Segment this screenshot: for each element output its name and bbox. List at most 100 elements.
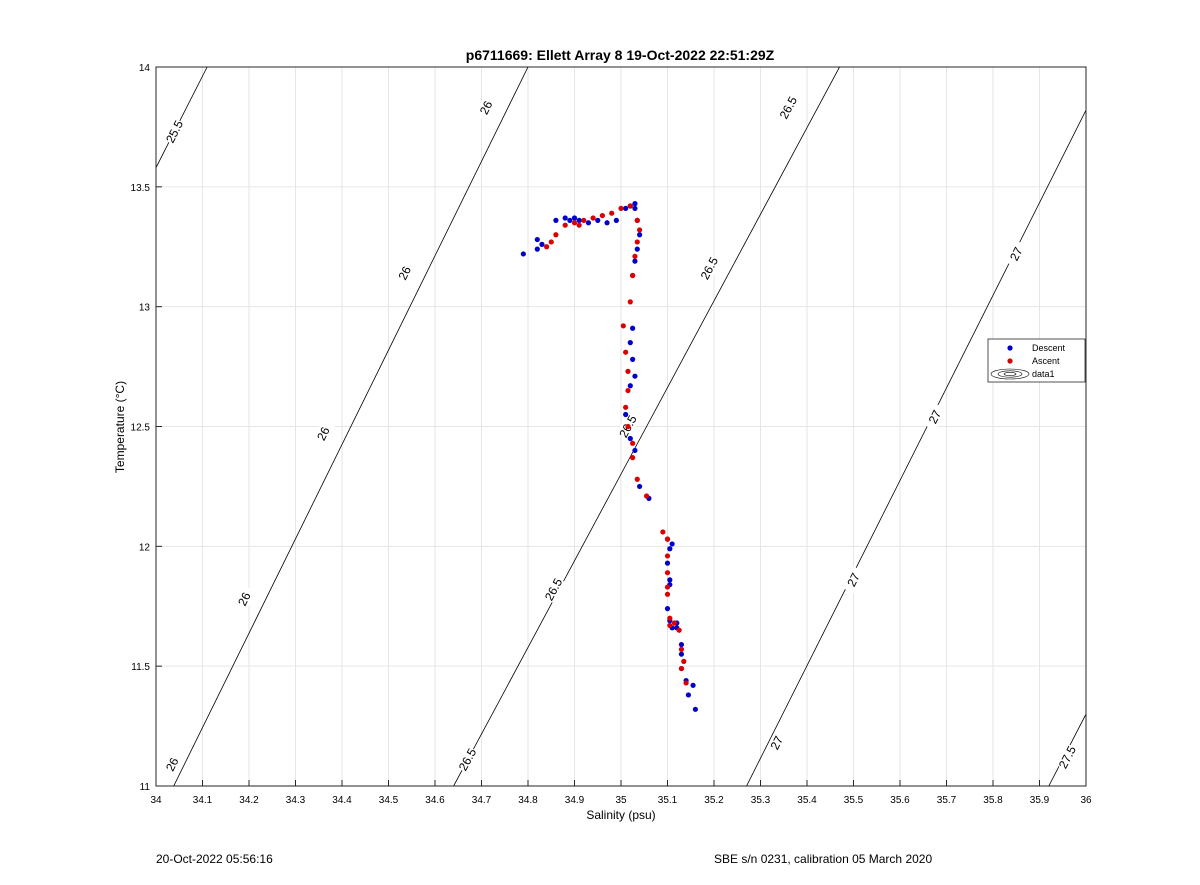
y-axis-label: Temperature (°C) <box>113 381 127 473</box>
contour-label-group: 26 <box>474 93 498 122</box>
contour-label-group: 27 <box>841 566 866 594</box>
x-tick-label: 34 <box>150 795 162 806</box>
contour-label: 26 <box>477 98 496 116</box>
y-tick-label: 12 <box>139 542 151 553</box>
contour-label-bg <box>1004 240 1028 268</box>
y-tick-label: 11 <box>140 782 151 793</box>
ascent-point <box>625 368 631 374</box>
ascent-point <box>678 665 685 672</box>
descent-point <box>627 383 633 389</box>
y-tick-label: 11.5 <box>131 662 150 673</box>
contour-label: 27 <box>926 408 945 427</box>
contour-label-bg <box>841 566 866 594</box>
x-tick-label: 34.6 <box>425 795 445 806</box>
descent-point <box>678 651 685 657</box>
descent-point <box>623 205 629 212</box>
descent-point <box>632 201 638 207</box>
descent-point <box>632 258 638 264</box>
descent-point <box>632 205 638 212</box>
ascent-point <box>553 232 559 238</box>
ascent-point <box>618 205 624 212</box>
ascent-point <box>632 253 638 259</box>
descent-point <box>664 606 671 612</box>
x-tick-label: 35.9 <box>1030 795 1050 806</box>
ascent-point <box>637 227 643 233</box>
contour-label: 26.5 <box>698 254 722 281</box>
x-tick-label: 34.7 <box>472 795 492 806</box>
ascent-point <box>599 212 606 219</box>
descent-point <box>637 483 643 490</box>
y-tick-label: 14 <box>139 63 151 74</box>
ascent-point <box>634 217 640 223</box>
isopycnal-27 <box>746 109 1086 786</box>
contour-label-group: 26.5 <box>697 254 722 283</box>
descent-point <box>678 641 685 648</box>
contour-label-group: 27 <box>923 403 947 431</box>
contour-label: 27 <box>1007 245 1026 264</box>
ascent-point <box>664 591 671 597</box>
descent-point <box>553 217 559 223</box>
ascent-point <box>667 622 673 629</box>
contour-label-group: 26 <box>232 585 256 613</box>
contour-label-bg <box>697 254 722 283</box>
descent-point <box>669 541 675 547</box>
descent-point <box>585 220 592 226</box>
y-tick-label: 13.5 <box>131 183 151 194</box>
x-tick-label: 35 <box>615 795 627 806</box>
footer-calibration-info: SBE s/n 0231, calibration 05 March 2020 <box>714 852 933 866</box>
x-tick-label: 35.2 <box>704 795 724 806</box>
x-tick-label: 34.1 <box>193 795 213 806</box>
descent-point <box>613 217 619 223</box>
descent-point <box>534 236 540 243</box>
contour-label: 27.5 <box>1056 743 1079 770</box>
ascent-point <box>630 455 636 461</box>
ascent-point <box>683 680 689 686</box>
chart-title: p6711669: Ellett Array 8 19-Oct-2022 22:… <box>466 47 775 63</box>
contour-label-group: 26.5 <box>455 745 480 774</box>
descent-point <box>685 692 692 698</box>
contour-label: 27 <box>844 570 863 589</box>
x-tick-label: 36 <box>1080 795 1092 806</box>
descent-point <box>562 215 568 221</box>
contour-label-group: 27 <box>1004 240 1028 268</box>
ascent-point <box>627 203 633 209</box>
x-tick-label: 34.8 <box>518 795 538 806</box>
legend-ascent-label: Ascent <box>1032 356 1060 366</box>
ascent-point <box>630 272 636 279</box>
contour-label-bg <box>160 750 184 779</box>
x-tick-label: 34.4 <box>332 795 352 806</box>
y-tick-label: 13 <box>139 303 151 314</box>
descent-point <box>630 356 636 362</box>
ascent-point <box>667 615 673 621</box>
ascent-point <box>620 323 626 329</box>
ascent-point <box>590 215 596 221</box>
contour-label: 26.5 <box>777 94 801 121</box>
ascent-point <box>634 239 640 245</box>
x-tick-label: 35.7 <box>937 795 957 806</box>
x-tick-label: 34.3 <box>286 795 306 806</box>
contour-label: 26.5 <box>456 746 480 773</box>
ascent-point <box>625 423 631 430</box>
legend-ascent-marker <box>1007 358 1013 364</box>
contour-label: 25.5 <box>163 118 186 145</box>
x-tick-label: 35.4 <box>797 795 817 806</box>
data-points <box>520 201 699 712</box>
contour-label-bg <box>1055 743 1080 772</box>
contour-label: 26.5 <box>542 576 566 603</box>
ascent-point <box>623 349 629 355</box>
contour-label-bg <box>541 575 566 604</box>
x-tick-label: 35.1 <box>658 795 678 806</box>
contour-label-bg <box>765 728 789 757</box>
contour-label-bg <box>923 403 947 431</box>
y-tick-label: 12.5 <box>131 423 151 434</box>
contour-label-group: 25.5 <box>162 118 186 146</box>
contour-label-bg <box>455 745 480 774</box>
x-tick-label: 34.9 <box>565 795 585 806</box>
contour-label-group: 26.5 <box>541 575 566 604</box>
ascent-point <box>609 210 615 216</box>
contour-label-bg <box>474 93 498 122</box>
ascent-point <box>678 646 685 652</box>
descent-point <box>623 411 629 418</box>
contour-label: 26 <box>163 755 182 773</box>
descent-point <box>632 373 638 379</box>
